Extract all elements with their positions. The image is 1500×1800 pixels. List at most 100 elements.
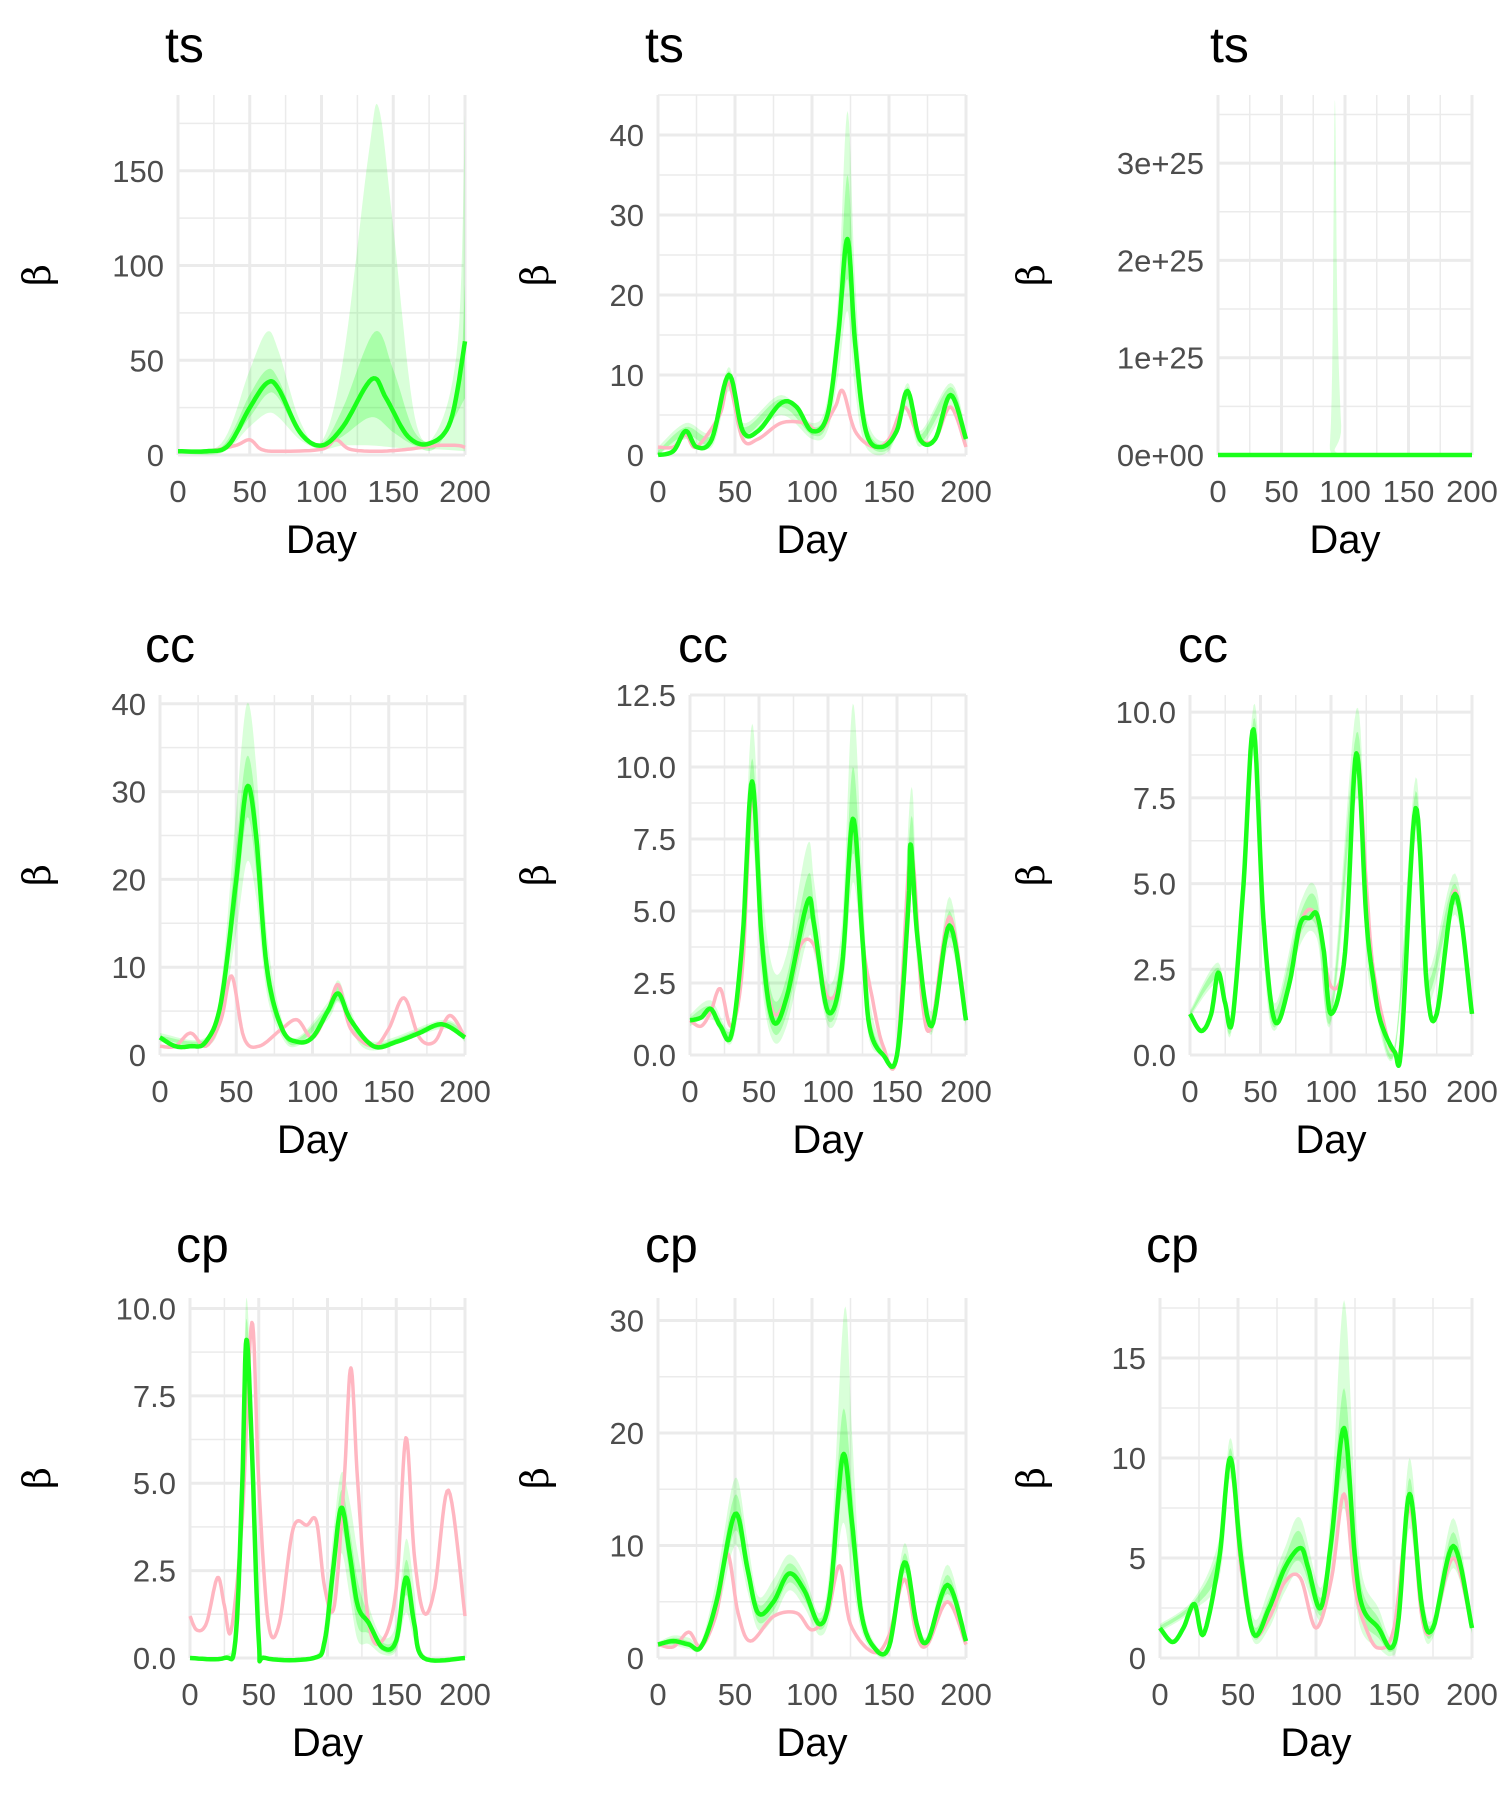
x-tick-label: 150 <box>1376 1074 1428 1109</box>
estimated-beta-line <box>1158 1425 1475 1651</box>
x-tick-label: 200 <box>1446 474 1498 509</box>
estimated-beta-line <box>656 1451 969 1657</box>
x-tick-label: 100 <box>802 1074 854 1109</box>
y-axis-title: β <box>15 864 59 886</box>
x-tick-label: 200 <box>439 474 491 509</box>
x-tick-label: 100 <box>302 1677 354 1712</box>
x-tick-label: 200 <box>940 474 992 509</box>
x-axis-title: Day <box>286 518 357 562</box>
estimated-beta-line <box>189 1337 466 1664</box>
x-tick-label: 0 <box>681 1074 698 1109</box>
x-tick-label: 0 <box>649 1677 666 1712</box>
panel-title: cp <box>1146 1217 1199 1273</box>
y-tick-label: 0 <box>129 1038 146 1073</box>
x-tick-label: 50 <box>1221 1677 1255 1712</box>
panel-title: cc <box>145 617 195 673</box>
y-tick-label: 0.0 <box>133 1641 176 1676</box>
x-axis-title: Day <box>277 1118 348 1162</box>
y-tick-label: 30 <box>112 775 146 810</box>
outer-credible-band <box>658 111 966 456</box>
chart-panel-5: 0 50 100 150 200 0.0 2.5 5.0 7.5 10.0 12.5 Day β cc <box>513 617 992 1162</box>
grid <box>688 693 968 1057</box>
estimated-beta-line <box>688 779 969 1070</box>
y-axis-title: β <box>1009 264 1053 286</box>
y-tick-label: 7.5 <box>633 822 676 857</box>
x-tick-label: 0 <box>151 1074 168 1109</box>
y-axis-title: β <box>513 1467 557 1489</box>
y-tick-label: 30 <box>610 198 644 233</box>
x-axis-title: Day <box>776 1721 847 1765</box>
y-tick-label: 10 <box>112 950 146 985</box>
y-tick-label: 20 <box>610 1416 644 1451</box>
x-tick-label: 100 <box>1305 1074 1357 1109</box>
panel-title: cc <box>678 617 728 673</box>
y-tick-label: 150 <box>112 154 164 189</box>
true-beta-line <box>188 1320 467 1647</box>
y-tick-label: 7.5 <box>133 1379 176 1414</box>
x-axis-title: Day <box>792 1118 863 1162</box>
x-tick-label: 200 <box>439 1074 491 1109</box>
y-tick-label: 0 <box>627 438 644 473</box>
chart-panel-8: 0 50 100 150 200 0 10 20 30 Day β cp <box>513 1217 992 1765</box>
y-axis-title: β <box>1009 864 1053 886</box>
y-tick-label: 20 <box>610 278 644 313</box>
x-axis-title: Day <box>776 518 847 562</box>
y-tick-label: 10 <box>1112 1441 1146 1476</box>
y-tick-label: 0.0 <box>1133 1038 1176 1073</box>
estimated-beta-line <box>158 783 467 1050</box>
x-tick-label: 0 <box>649 474 666 509</box>
y-tick-label: 10 <box>610 358 644 393</box>
x-tick-label: 100 <box>786 474 838 509</box>
x-tick-label: 0 <box>181 1677 198 1712</box>
panel-title: cc <box>1178 617 1228 673</box>
grid <box>1158 1298 1474 1660</box>
y-tick-label: 2.5 <box>1133 952 1176 987</box>
y-tick-label: 2e+25 <box>1117 243 1204 278</box>
y-tick-label: 10 <box>610 1529 644 1564</box>
x-tick-label: 50 <box>1264 474 1298 509</box>
y-tick-label: 0 <box>1129 1641 1146 1676</box>
x-tick-label: 200 <box>940 1074 992 1109</box>
x-tick-label: 100 <box>1290 1677 1342 1712</box>
x-tick-label: 50 <box>233 474 267 509</box>
panel-title: ts <box>165 17 204 73</box>
x-tick-label: 50 <box>219 1074 253 1109</box>
y-tick-label: 40 <box>112 687 146 722</box>
y-axis-title: β <box>15 1467 59 1489</box>
x-axis-title: Day <box>1309 518 1380 562</box>
x-tick-label: 100 <box>786 1677 838 1712</box>
true-beta-line <box>177 438 467 454</box>
x-axis-title: Day <box>1280 1721 1351 1765</box>
x-tick-label: 50 <box>718 474 752 509</box>
x-tick-label: 150 <box>863 1677 915 1712</box>
panel-title: ts <box>1210 17 1249 73</box>
y-tick-label: 2.5 <box>133 1554 176 1589</box>
y-tick-label: 5.0 <box>1133 867 1176 902</box>
y-tick-label: 0 <box>147 438 164 473</box>
y-tick-label: 2.5 <box>633 966 676 1001</box>
y-tick-label: 1e+25 <box>1117 341 1204 376</box>
y-tick-label: 5.0 <box>633 894 676 929</box>
y-tick-label: 20 <box>112 862 146 897</box>
y-tick-label: 12.5 <box>616 678 676 713</box>
x-tick-label: 0 <box>1151 1677 1168 1712</box>
chart-panel-4: 0 50 100 150 200 0 10 20 30 40 Day β cc <box>15 617 491 1162</box>
y-tick-label: 10.0 <box>616 750 676 785</box>
x-tick-label: 200 <box>439 1677 491 1712</box>
panel-title: cp <box>176 1217 229 1273</box>
outer-credible-band <box>1160 1300 1472 1657</box>
x-tick-label: 200 <box>1446 1677 1498 1712</box>
x-tick-label: 150 <box>1383 474 1435 509</box>
x-tick-label: 0 <box>1181 1074 1198 1109</box>
x-tick-label: 50 <box>1243 1074 1277 1109</box>
y-tick-label: 7.5 <box>1133 781 1176 816</box>
y-tick-label: 0.0 <box>633 1038 676 1073</box>
y-tick-label: 40 <box>610 118 644 153</box>
chart-panel-3: 0 50 100 150 200 0e+00 1e+25 2e+25 3e+25 Day β ts <box>1009 17 1498 562</box>
y-tick-label: 10.0 <box>116 1291 176 1326</box>
y-tick-label: 5.0 <box>133 1466 176 1501</box>
y-tick-label: 100 <box>112 249 164 284</box>
y-axis-title: β <box>513 864 557 886</box>
x-tick-label: 50 <box>742 1074 776 1109</box>
x-tick-label: 150 <box>863 474 915 509</box>
